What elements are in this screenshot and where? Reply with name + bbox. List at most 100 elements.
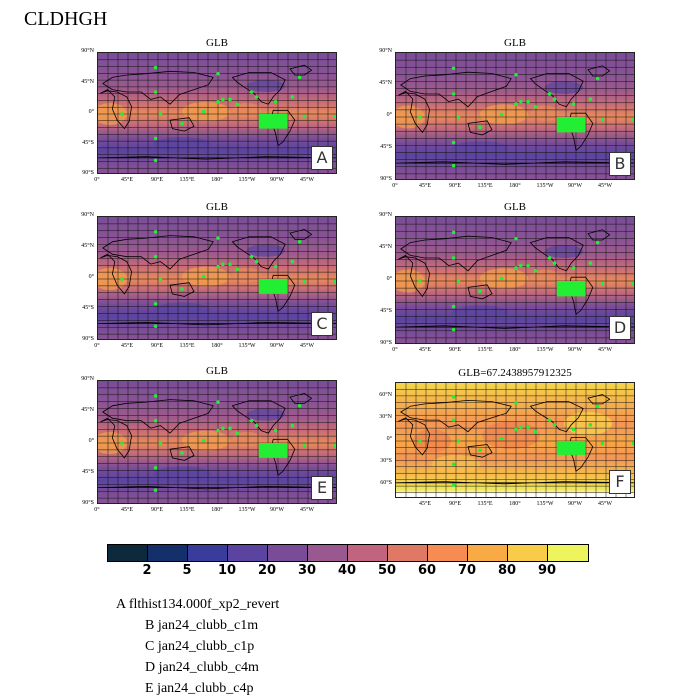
lat-tick-label: 90°N [379, 212, 392, 218]
panel-title: GLB [504, 37, 526, 49]
lat-tick-label: 90°S [82, 336, 94, 342]
map-panel-d: GLB D 90°N 45°N 0° 45°S 90°S 0° 45°E 90°E 135°E 180… [379, 201, 635, 353]
legend-case-name: jan24_clubb_c4p [157, 681, 254, 696]
legend-case-name: jan24_clubb_c1m [157, 618, 259, 633]
lon-tick-label: 90°E [448, 501, 462, 507]
legend-entry-c: C jan24_clubb_c1p [145, 639, 254, 655]
panel-letter: A [311, 146, 333, 170]
lon-tick-label: 45°W [597, 183, 613, 189]
lon-tick-label: 45°W [299, 343, 315, 349]
lat-tick-label: 45°N [379, 80, 392, 86]
lon-tick-label: 45°W [299, 177, 315, 183]
colorbar-label: 40 [337, 563, 357, 578]
colorbar-box [268, 545, 308, 561]
panel-letter: C [311, 312, 333, 336]
lon-tick-label: 45°W [597, 501, 613, 507]
lat-tick-label: 45°N [81, 78, 94, 85]
lon-tick-label: 180° [211, 343, 223, 349]
lat-tick-label: 45°S [380, 144, 392, 150]
lon-tick-label: 90°W [269, 343, 285, 349]
lat-tick-label: 90°N [379, 48, 392, 54]
legend-letter: B [145, 618, 155, 633]
map-field [395, 52, 635, 180]
lon-tick-label: 135°W [536, 501, 554, 507]
legend-case-name: jan24_clubb_c1p [157, 639, 255, 654]
colorbar-label: 5 [182, 563, 192, 578]
colorbar-label: 50 [377, 563, 397, 578]
lon-tick-label: 135°W [238, 343, 256, 349]
lon-tick-label: 135°W [536, 347, 554, 353]
legend-letter: A [116, 597, 126, 612]
panel-letter: F [609, 470, 631, 494]
lat-tick-label: 90°S [82, 500, 94, 506]
lat-tick-label: 90°N [81, 48, 94, 54]
colorbar-box [348, 545, 388, 561]
lon-tick-label: 90°W [567, 347, 583, 353]
map-panel-e: GLB E 90°N 45°N 0° 45°S 90°S 0° 45°E 90°E 135°E 180… [81, 365, 337, 513]
colorbar-box [508, 545, 548, 561]
colorbar-box [148, 545, 188, 561]
lon-tick-label: 0° [392, 183, 398, 189]
lon-tick-label: 0° [94, 177, 100, 183]
lat-tick-label: 45°S [82, 305, 94, 311]
colorbar-label: 2 [142, 563, 152, 578]
panel-letter: B [609, 152, 631, 176]
colorbar-box [308, 545, 348, 561]
lon-tick-label: 135°E [179, 507, 195, 513]
lon-tick-label: 45°E [418, 183, 432, 189]
legend-letter: E [145, 681, 154, 696]
lon-tick-label: 0° [94, 507, 100, 513]
colorbar-label: 20 [257, 563, 277, 578]
legend-letter: D [145, 660, 156, 675]
lat-tick-label: 90°S [380, 340, 392, 346]
lon-tick-label: 90°E [150, 507, 164, 513]
legend-case-name: jan24_clubb_c4m [158, 660, 259, 675]
lat-tick-label: 0° [88, 438, 94, 444]
lon-tick-label: 90°W [567, 183, 583, 189]
lon-tick-label: 90°W [269, 177, 285, 183]
lat-tick-label: 45°S [380, 308, 392, 314]
lat-tick-label: 45°S [82, 139, 94, 146]
map-panel-a: GLB A 90°N 45°N 0° 45°S 90°S 0° 45°E 90°E 135°E 180… [81, 37, 337, 183]
map-panel-c: GLB C 90°N 45°N 0° 45°S 90°S 0° 45°E 90°E 135°E 180… [81, 201, 337, 349]
lat-tick-label: 45°N [81, 243, 94, 249]
colorbar-label: 70 [457, 563, 477, 578]
map-field [97, 380, 337, 504]
lat-tick-label: 0° [386, 276, 392, 282]
lat-tick-label: 60°N [379, 391, 392, 398]
lon-tick-label: 90°W [269, 507, 285, 513]
legend-letter: C [145, 639, 155, 654]
panel-letter: E [311, 476, 333, 500]
lon-tick-label: 0° [94, 343, 100, 349]
colorbar-box [428, 545, 468, 561]
lat-tick-label: 90°N [81, 212, 94, 218]
lon-tick-label: 135°W [536, 183, 554, 189]
map-field [395, 216, 635, 344]
lat-tick-label: 45°N [81, 407, 94, 413]
colorbar-label: 10 [217, 563, 237, 578]
colorbar-box [388, 545, 428, 561]
lat-tick-label: 45°S [82, 469, 94, 475]
lon-tick-label: 90°W [567, 501, 583, 507]
lat-tick-label: 30°S [380, 458, 392, 465]
lat-tick-label: 90°S [82, 170, 94, 176]
lon-tick-label: 180° [509, 347, 521, 353]
panel-title: GLB=67.2438957912325 [458, 367, 572, 379]
lat-tick-label: 0° [386, 112, 392, 118]
panel-letter: D [609, 316, 631, 340]
lon-tick-label: 135°W [238, 507, 256, 513]
lon-tick-label: 90°E [448, 183, 462, 189]
map-field [395, 382, 635, 498]
lon-tick-label: 135°E [179, 343, 195, 349]
lon-tick-label: 45°E [418, 501, 432, 507]
lon-tick-label: 45°W [299, 507, 315, 513]
lon-tick-label: 45°W [597, 347, 613, 353]
colorbar-label: 80 [497, 563, 517, 578]
legend-entry-b: B jan24_clubb_c1m [145, 618, 258, 634]
panel-title: GLB [206, 37, 228, 49]
figure-title: CLDHGH [24, 8, 108, 30]
lon-tick-label: 45°E [120, 177, 134, 183]
lon-tick-label: 180° [211, 177, 223, 183]
lon-tick-label: 135°E [477, 501, 493, 507]
panel-title: GLB [206, 201, 228, 213]
